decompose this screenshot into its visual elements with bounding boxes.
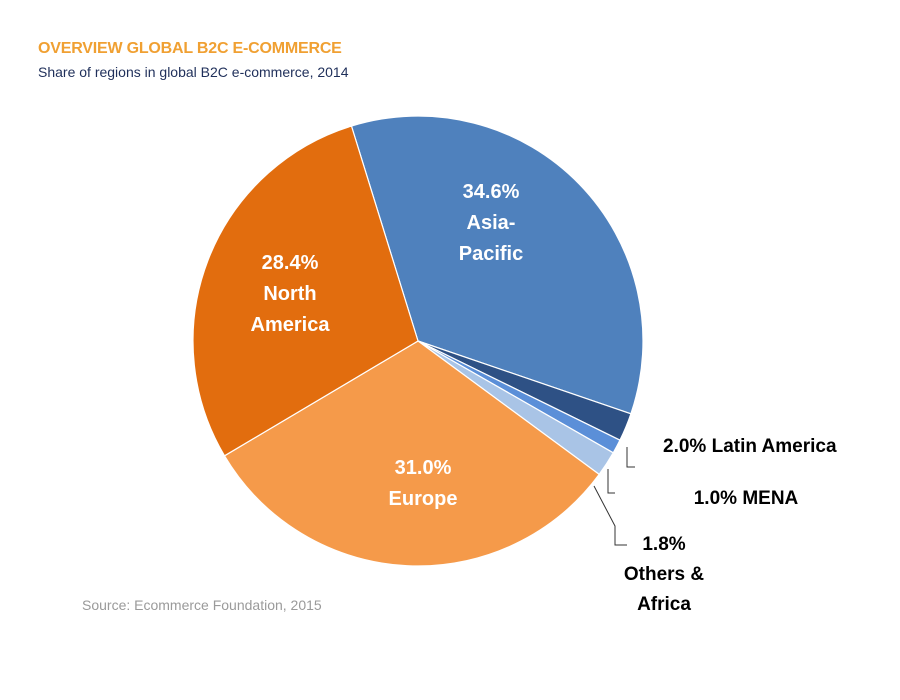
chart-title: OVERVIEW GLOBAL B2C E-COMMERCE [38, 40, 342, 57]
callout-label-latin-america: 2.0% Latin America [663, 436, 837, 457]
callout-label-mena: 1.0% MENA [694, 488, 799, 509]
leader-line-mena [607, 469, 615, 494]
pie-slice-north-america [192, 125, 419, 457]
pie-slice-asia-pacific [350, 115, 644, 415]
callout-label-others-africa: 1.8% Others & Africa [624, 534, 705, 615]
leader-line-latin-america [626, 447, 635, 468]
leader-line-others-africa [593, 485, 627, 546]
slice-label-asia-pacific: 34.6% Asia-Pacific [459, 181, 523, 265]
source-note: Source: Ecommerce Foundation, 2015 [82, 597, 322, 613]
pie-slice-europe [223, 340, 601, 567]
slice-label-europe: 31.0% Europe [389, 457, 458, 510]
chart-subtitle: Share of regions in global B2C e-commerc… [38, 64, 349, 80]
slice-label-north-america: 28.4% North America [251, 252, 331, 336]
